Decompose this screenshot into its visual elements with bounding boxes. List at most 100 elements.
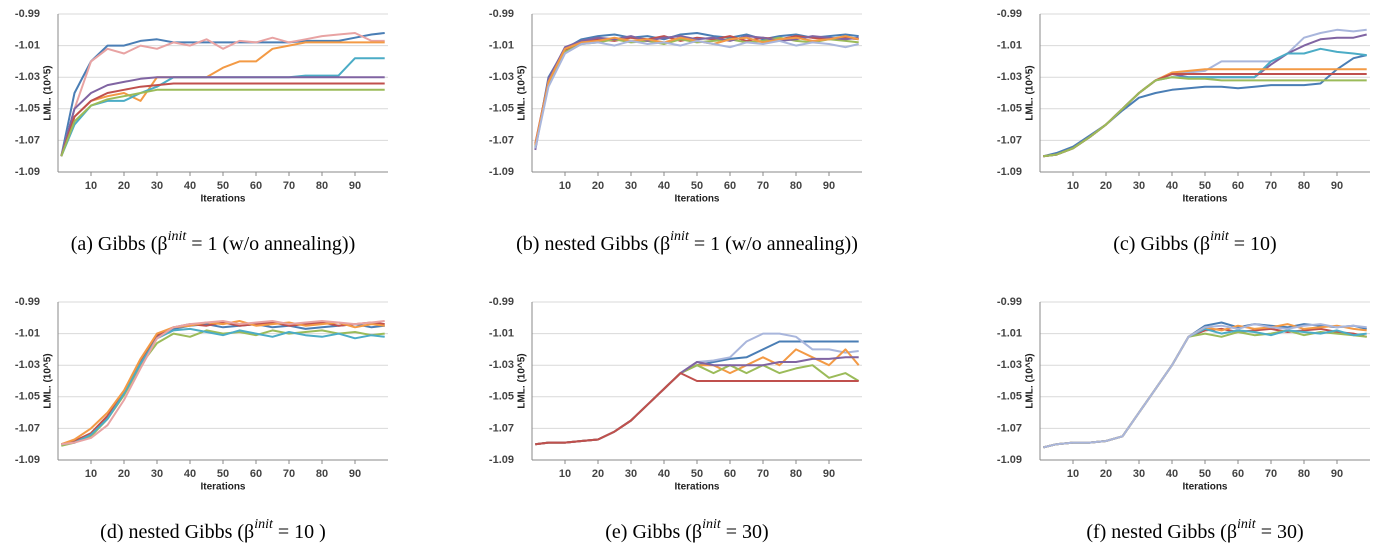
- x-tick-label: 20: [592, 468, 604, 480]
- x-tick-label: 50: [1199, 180, 1211, 192]
- x-tick-label: 60: [724, 468, 736, 480]
- x-tick-label: 80: [316, 180, 328, 192]
- x-tick-label: 60: [1232, 468, 1244, 480]
- y-tick-label: -1.05: [997, 391, 1022, 403]
- y-tick-label: -1.09: [15, 166, 40, 178]
- chart: -0.99 -1.01 -1.03 -1.05 -1.07 -1.09 10 20 30 40 50…: [997, 8, 1370, 255]
- x-tick-label: 10: [85, 180, 97, 192]
- x-tick-label: 90: [349, 180, 361, 192]
- x-tick-label: 70: [283, 468, 295, 480]
- y-tick-label: -1.03: [15, 71, 40, 83]
- series-line: [534, 36, 859, 147]
- caption-text: (f) nested Gibbs (β: [1086, 521, 1237, 543]
- x-axis-title: Iterations: [200, 194, 245, 205]
- x-tick-label: 70: [757, 180, 769, 192]
- x-tick-label: 80: [316, 468, 328, 480]
- caption-text: (a) Gibbs (β: [71, 233, 168, 255]
- x-tick-label: 50: [691, 180, 703, 192]
- series-line: [60, 320, 385, 446]
- x-tick-label: 60: [724, 180, 736, 192]
- caption: (e) Gibbs (βinit = 30): [605, 517, 768, 542]
- y-tick-label: -1.07: [15, 422, 40, 434]
- y-tick-label: -1.07: [997, 134, 1022, 146]
- y-tick-label: -0.99: [997, 8, 1022, 20]
- x-tick-label: 20: [592, 180, 604, 192]
- y-axis-title: LML. (10^5): [1025, 353, 1036, 408]
- series-line: [61, 327, 385, 446]
- x-tick-label: 30: [625, 180, 637, 192]
- x-tick-label: 50: [217, 180, 229, 192]
- x-tick-label: 90: [823, 180, 835, 192]
- x-tick-label: 70: [283, 180, 295, 192]
- x-tick-label: 60: [1232, 180, 1244, 192]
- caption-text: (c) Gibbs (β: [1113, 233, 1210, 255]
- x-tick-label: 10: [1067, 180, 1079, 192]
- y-tick-label: -0.99: [489, 8, 514, 20]
- series-line: [61, 320, 385, 446]
- series-line: [534, 35, 859, 144]
- y-tick-label: -1.05: [15, 103, 40, 115]
- caption: (f) nested Gibbs (βinit = 30): [1086, 517, 1303, 542]
- series-line: [1043, 68, 1367, 158]
- y-tick-label: -1.03: [15, 359, 40, 371]
- caption: (a) Gibbs (βinit = 1 (w/o annealing)): [71, 229, 356, 254]
- x-tick-label: 40: [184, 468, 196, 480]
- x-axis-title: Iterations: [1182, 482, 1227, 493]
- caption-text: = 1 (w/o annealing)): [186, 233, 355, 255]
- series-line: [60, 57, 385, 157]
- caption-text: (e) Gibbs (β: [605, 521, 702, 543]
- x-tick-label: 40: [184, 180, 196, 192]
- x-tick-label: 60: [250, 468, 262, 480]
- y-tick-label: -0.99: [15, 296, 40, 308]
- x-tick-label: 80: [1298, 180, 1310, 192]
- x-tick-label: 30: [151, 468, 163, 480]
- series-line: [535, 372, 859, 446]
- caption-text: = 1 (w/o annealing)): [689, 233, 858, 255]
- x-tick-label: 10: [559, 180, 571, 192]
- x-tick-label: 20: [1100, 180, 1112, 192]
- series-line: [1043, 76, 1367, 158]
- x-tick-label: 60: [250, 180, 262, 192]
- x-tick-label: 30: [151, 180, 163, 192]
- x-tick-label: 80: [1298, 468, 1310, 480]
- y-tick-label: -1.01: [489, 328, 514, 340]
- y-tick-label: -1.05: [997, 103, 1022, 115]
- caption-text: (b) nested Gibbs (β: [516, 233, 670, 255]
- caption-superscript: init: [168, 229, 188, 244]
- y-axis-title: LML. (10^5): [517, 353, 528, 408]
- y-tick-label: -1.07: [997, 422, 1022, 434]
- x-tick-label: 80: [790, 180, 802, 192]
- chart: -0.99 -1.01 -1.03 -1.05 -1.07 -1.09 10 20 30 40 50…: [15, 296, 388, 543]
- x-tick-label: 30: [1133, 468, 1145, 480]
- series-line: [61, 323, 385, 446]
- caption-superscript: init: [702, 517, 722, 532]
- y-axis-title: LML. (10^5): [517, 65, 528, 120]
- series-line: [60, 41, 385, 157]
- caption-text: = 30): [1256, 521, 1304, 543]
- chart: -0.99 -1.01 -1.03 -1.05 -1.07 -1.09 10 20 30 40 50…: [15, 8, 388, 255]
- x-tick-label: 20: [118, 180, 130, 192]
- series-line: [60, 32, 385, 157]
- chart: -0.99 -1.01 -1.03 -1.05 -1.07 -1.09 10 20 30 40 50…: [997, 296, 1370, 543]
- x-axis-title: Iterations: [674, 194, 719, 205]
- y-tick-label: -1.05: [489, 103, 514, 115]
- caption-text: (d) nested Gibbs (β: [100, 521, 254, 543]
- x-tick-label: 90: [349, 468, 361, 480]
- y-axis-title: LML. (10^5): [1025, 65, 1036, 120]
- x-tick-label: 30: [625, 468, 637, 480]
- x-tick-label: 70: [1265, 468, 1277, 480]
- series-line: [1043, 327, 1367, 449]
- y-tick-label: -1.09: [997, 454, 1022, 466]
- series-line: [1043, 323, 1367, 449]
- y-tick-label: -0.99: [15, 8, 40, 20]
- y-tick-label: -1.07: [489, 422, 514, 434]
- x-axis-title: Iterations: [1182, 194, 1227, 205]
- series-line: [60, 32, 385, 157]
- x-tick-label: 90: [823, 468, 835, 480]
- y-tick-label: -1.01: [15, 40, 40, 52]
- caption-superscript: init: [254, 517, 274, 532]
- y-tick-label: -1.09: [489, 454, 514, 466]
- y-tick-label: -1.09: [15, 454, 40, 466]
- y-tick-label: -1.07: [15, 134, 40, 146]
